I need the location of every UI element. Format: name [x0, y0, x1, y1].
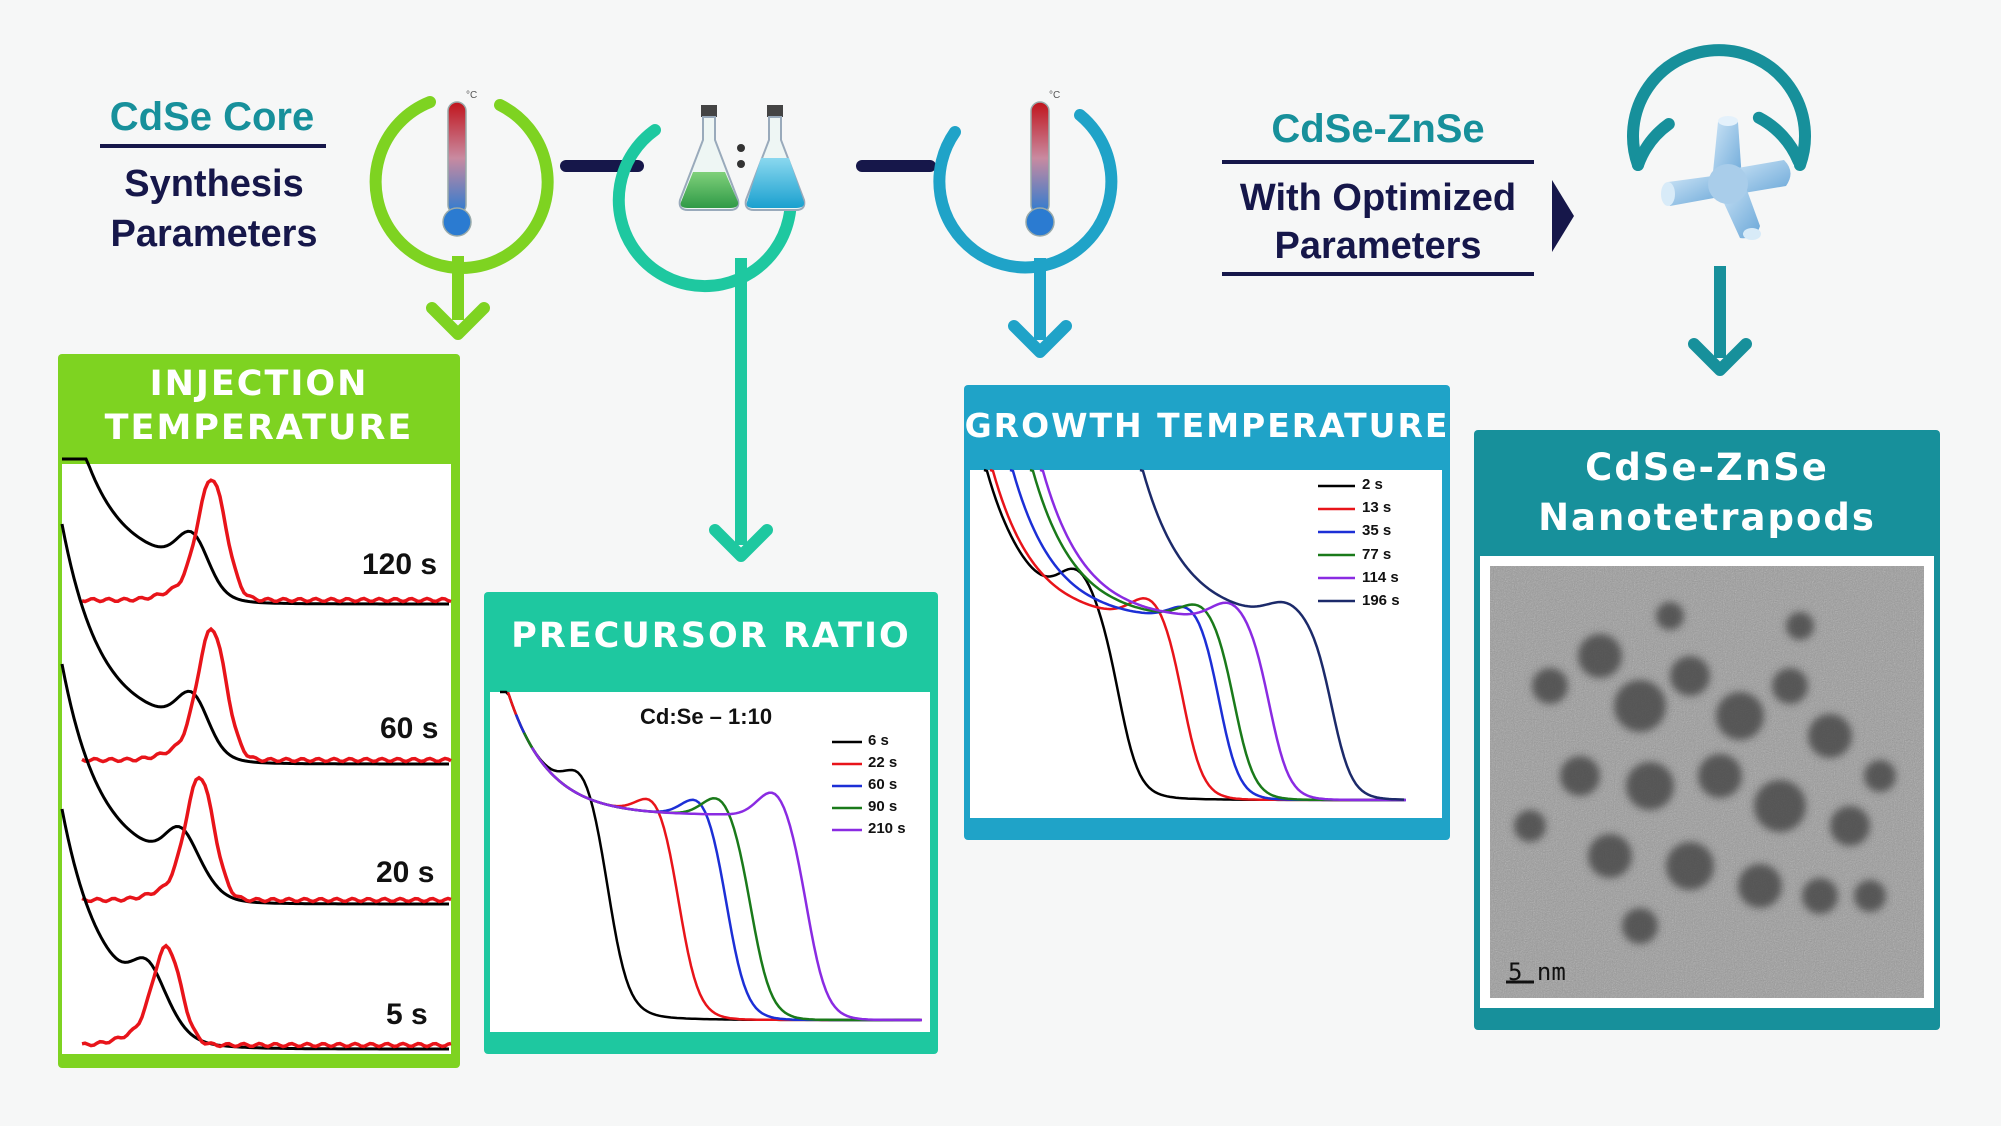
product-title-line1: CdSe-ZnSe [1585, 446, 1829, 489]
absorbance-curve [60, 808, 449, 1051]
nanoparticle [1716, 692, 1764, 740]
precursor-legend-60s: 60 s [868, 776, 898, 793]
nanoparticle [1738, 864, 1782, 908]
injection-plot [60, 457, 452, 1051]
shell-title: CdSe-ZnSe [1271, 107, 1484, 151]
injection-title-line1: INJECTION [149, 364, 369, 404]
growth-legend-2s: 2 s [1362, 476, 1383, 493]
nanoparticle [1802, 878, 1838, 914]
precursor-legend-22s: 22 s [868, 754, 898, 771]
growth-legend-196s: 196 s [1362, 592, 1400, 609]
nanoparticle [1560, 756, 1600, 796]
thermometer-icon: °C [933, 90, 1118, 358]
nanotetrapods-panel [1474, 430, 1940, 1030]
time-label-5s: 5 s [386, 998, 428, 1031]
product-title-line2: Nanotetrapods [1538, 496, 1876, 539]
growth-title: GROWTH TEMPERATURE [964, 406, 1450, 445]
nanoparticle [1514, 810, 1546, 842]
nanoparticle [1808, 714, 1852, 758]
arrow-right-icon [1552, 180, 1574, 252]
core-title: CdSe Core [110, 95, 315, 139]
growth-temperature-panel [964, 385, 1450, 840]
precursor-series-curve [530, 746, 922, 1022]
svg-text:°C: °C [466, 90, 477, 101]
nanoparticle [1578, 634, 1622, 678]
time-label-120s: 120 s [362, 548, 438, 581]
growth-series-curve [1039, 468, 1406, 802]
growth-legend-77s: 77 s [1362, 546, 1392, 563]
shell-subtitle-line1: With Optimized [1240, 177, 1516, 219]
growth-legend-35s: 35 s [1362, 522, 1392, 539]
precursor-legend-210s: 210 s [868, 820, 906, 837]
emission-curve [81, 478, 452, 604]
nanoparticle [1864, 760, 1896, 792]
precursor-legend-90s: 90 s [868, 798, 898, 815]
svg-text:°C: °C [1049, 90, 1060, 101]
growth-series-curve [1139, 468, 1405, 801]
thermometer-icon: °C [369, 90, 554, 340]
emission-curve [81, 943, 452, 1049]
core-subtitle-line2: Parameters [110, 213, 317, 255]
injection-title-line2: TEMPERATURE [104, 408, 414, 448]
nanoparticle [1626, 762, 1674, 810]
nanoparticle [1588, 834, 1632, 878]
flask-ratio-icon [612, 105, 806, 562]
growth-legend-114s: 114 s [1362, 569, 1399, 586]
nanoparticle [1614, 680, 1666, 732]
injection-temperature-panel [58, 354, 460, 1068]
core-subtitle-line1: Synthesis [124, 163, 304, 205]
ratio-annotation: Cd:Se – 1:10 [640, 704, 773, 729]
nanoparticle [1670, 656, 1710, 696]
nanoparticle [1698, 754, 1742, 798]
absorbance-curve [60, 663, 449, 906]
nanoparticle [1622, 908, 1658, 944]
emission-curve [81, 775, 452, 904]
scale-bar-label: 5 nm [1508, 958, 1566, 986]
nanoparticle [1754, 780, 1806, 832]
time-label-20s: 20 s [376, 856, 435, 889]
nanoparticle [1532, 668, 1568, 704]
tetrapod-icon [1627, 44, 1811, 376]
precursor-ratio-panel [484, 592, 938, 1054]
shell-subtitle-line2: Parameters [1274, 225, 1481, 267]
growth-legend-13s: 13 s [1362, 499, 1392, 516]
precursor-title: PRECURSOR RATIO [511, 616, 911, 656]
emission-curve [81, 626, 452, 764]
nanoparticle [1786, 612, 1814, 640]
absorbance-curve [60, 523, 449, 766]
nanoparticle [1854, 880, 1886, 912]
nanoparticle [1656, 602, 1684, 630]
tem-image [1490, 566, 1924, 998]
nanoparticle [1666, 842, 1714, 890]
nanoparticle [1830, 806, 1870, 846]
nanoparticle [1772, 668, 1808, 704]
precursor-legend-6s: 6 s [868, 732, 889, 749]
absorbance-curve [62, 457, 449, 606]
time-label-60s: 60 s [380, 712, 439, 745]
